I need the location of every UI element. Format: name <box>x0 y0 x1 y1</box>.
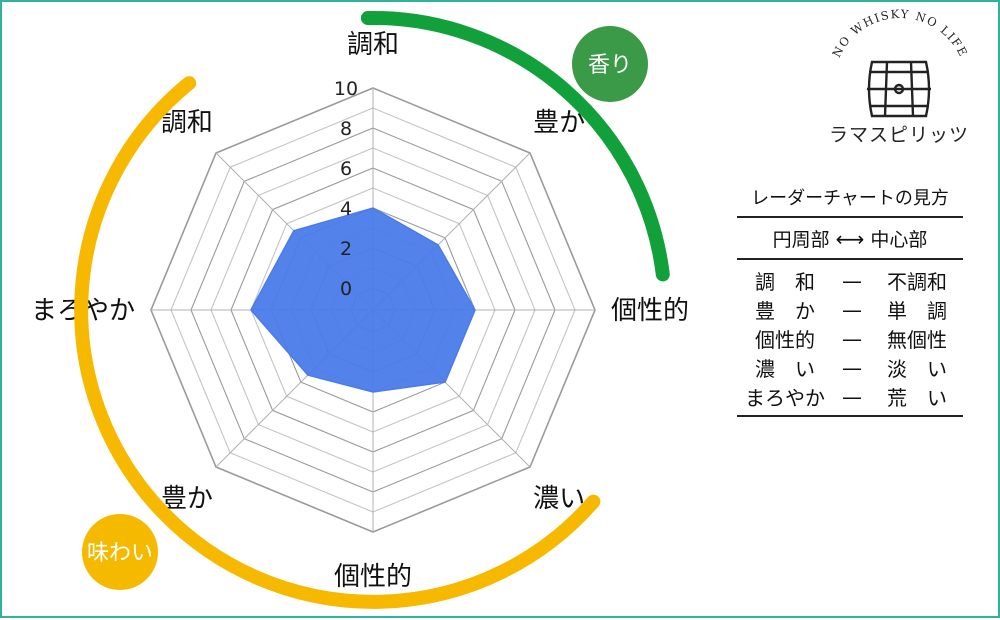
legend-row: まろやか — 荒 い <box>737 382 963 411</box>
legend-row-left: 濃 い <box>755 357 815 381</box>
legend-row-right: 単 調 <box>887 299 947 323</box>
group-arc <box>74 76 601 609</box>
axis-label: 調和 <box>161 108 213 138</box>
legend-row-dash: — <box>842 384 862 409</box>
legend-row-left: 調 和 <box>755 270 815 294</box>
legend-row-dash: — <box>842 355 862 380</box>
legend-header: 円周部 ⟷ 中心部 <box>737 218 963 260</box>
tick-label: 0 <box>340 278 352 300</box>
legend-row-right: 淡 い <box>887 357 947 381</box>
legend-row-dash: — <box>842 268 862 293</box>
legend-row: 豊 か — 単 調 <box>737 295 963 324</box>
legend-row-left: 豊 か <box>755 299 815 323</box>
group-badge-label: 香り <box>588 53 632 78</box>
legend-row: 個性的 — 無個性 <box>737 324 963 353</box>
axis-label: 個性的 <box>334 562 412 592</box>
legend-row-dash: — <box>842 326 862 351</box>
tick-label: 6 <box>340 158 352 180</box>
axis-label: 豊か <box>161 484 213 514</box>
group-badge-label: 味わい <box>87 541 153 566</box>
legend-title: レーダーチャートの見方 <box>737 184 963 218</box>
legend-row: 調 和 — 不調和 <box>737 266 963 295</box>
legend-row-right: 荒 い <box>887 386 947 410</box>
axis-label: 濃い <box>533 484 585 514</box>
legend-row-dash: — <box>842 297 862 322</box>
axis-label: 個性的 <box>611 296 689 326</box>
tick-label: 4 <box>340 198 352 220</box>
legend-rows: 調 和 — 不調和 豊 か — 単 調 個性的 — 無個性 濃 い — 淡 い … <box>737 260 963 417</box>
radar-area <box>250 207 476 393</box>
legend-row-right: 無個性 <box>887 328 947 352</box>
legend-row-left: 個性的 <box>755 328 815 352</box>
tick-labels: 0 2 4 6 8 10 <box>334 78 358 300</box>
tick-label: 8 <box>340 118 352 140</box>
data-polygon <box>250 207 476 393</box>
group-badge <box>572 26 648 102</box>
logo-caption: ラマスピリッツ <box>828 124 969 146</box>
logo-arc-text: NO WHISKY NO LIFE <box>829 7 970 60</box>
group-badge <box>82 514 158 590</box>
tick-label: 10 <box>334 78 358 100</box>
double-arrow-icon: ⟷ <box>835 226 865 251</box>
axis-label: 調和 <box>347 30 399 60</box>
legend-row: 濃 い — 淡 い <box>737 353 963 382</box>
group-arc <box>360 10 670 282</box>
legend-row-right: 不調和 <box>887 270 947 294</box>
barrel-icon <box>867 60 931 118</box>
legend-header-right: 中心部 <box>870 229 928 251</box>
legend-row-left: まろやか <box>745 386 825 410</box>
legend-panel: レーダーチャートの見方 円周部 ⟷ 中心部 調 和 — 不調和 豊 か — 単 … <box>737 184 963 417</box>
legend-header-left: 円周部 <box>772 229 830 251</box>
axis-label: 豊か <box>533 108 585 138</box>
tick-label: 2 <box>340 238 352 260</box>
